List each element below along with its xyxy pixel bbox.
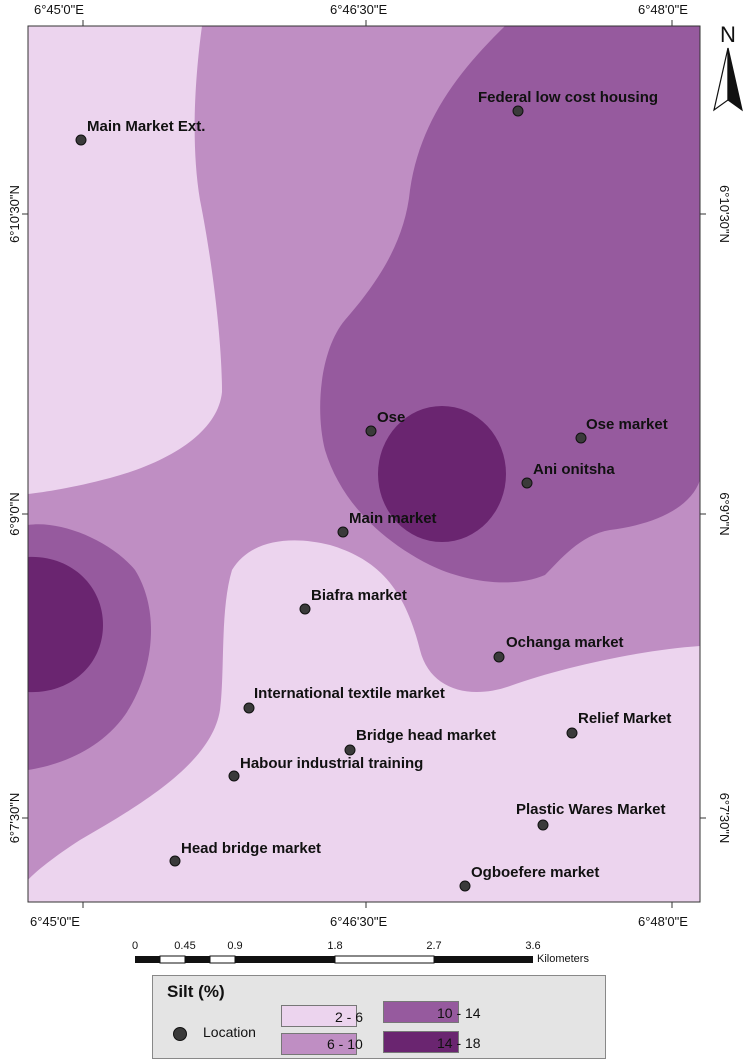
location-marker: [169, 855, 181, 867]
map-frame: [27, 25, 701, 903]
location-marker: [566, 727, 578, 739]
location-marker-icon: [173, 1027, 187, 1041]
scale-tick-36: 3.6: [525, 940, 540, 952]
location-label: Federal low cost housing: [478, 89, 658, 106]
scale-tick-09: 0.9: [227, 940, 242, 952]
location-relief-market: Relief Market: [566, 710, 671, 739]
legend-swatch-10-14: [383, 1001, 459, 1023]
coord-bottom-3: 6°48'0"E: [638, 914, 688, 929]
coord-left-3: 6°7'30"N: [7, 793, 22, 844]
location-marker: [75, 134, 87, 146]
zone-14-18-west: [28, 556, 103, 693]
location-head-bridge-market: Head bridge market: [169, 840, 321, 867]
coord-right-1: 6°10'30"N: [717, 185, 732, 243]
location-marker: [537, 819, 549, 831]
zone-2-6-south: [28, 540, 700, 902]
location-points: Federal low cost housing Main Market Ext…: [75, 89, 671, 892]
location-marker: [521, 477, 533, 489]
location-label: Ochanga market: [506, 634, 624, 651]
location-label: Ani onitsha: [533, 461, 615, 478]
location-label: Main Market Ext.: [87, 118, 205, 135]
location-label: Main market: [349, 510, 437, 527]
coord-top-3: 6°48'0"E: [638, 2, 688, 17]
legend-label-10-14: 10 - 14: [437, 1005, 481, 1021]
location-marker: [344, 744, 356, 756]
location-marker: [243, 702, 255, 714]
location-international-textile-market: International textile market: [243, 685, 445, 714]
scale-tick-045: 0.45: [174, 940, 195, 952]
coord-bottom-1: 6°45'0"E: [30, 914, 80, 929]
coord-top-1: 6°45'0"E: [34, 2, 84, 17]
legend-label-2-6: 2 - 6: [335, 1009, 364, 1025]
location-marker: [512, 105, 524, 117]
location-label: Habour industrial training: [240, 755, 423, 772]
location-main-market: Main market: [337, 510, 437, 538]
scale-tick-27: 2.7: [426, 940, 441, 952]
location-federal-low-cost-housing: Federal low cost housing: [478, 89, 658, 117]
coord-left-2: 6°9'0"N: [7, 492, 22, 535]
location-label: Plastic Wares Market: [516, 801, 666, 818]
location-marker: [575, 432, 587, 444]
north-label: N: [720, 22, 736, 47]
legend-label-6-10: 6 - 10: [327, 1036, 363, 1052]
legend: Silt (%) Location 2 - 6 6 - 10 10 - 14 1…: [152, 975, 606, 1059]
location-label: Biafra market: [311, 587, 407, 604]
north-arrow-icon: [713, 47, 743, 112]
silt-zones: [28, 26, 700, 902]
scale-unit: Kilometers: [537, 953, 589, 965]
location-bridge-head-market: Bridge head market: [344, 727, 496, 756]
frame-ticks: [22, 20, 706, 908]
location-ose: Ose: [365, 409, 405, 437]
location-plastic-wares-market: Plastic Wares Market: [516, 801, 666, 831]
legend-label-14-18: 14 - 18: [437, 1035, 481, 1051]
scale-bar: 0 0.45 0.9 1.8 2.7 3.6 Kilometers: [132, 940, 590, 965]
legend-location-label: Location: [203, 1024, 256, 1040]
zone-2-6-northwest: [28, 26, 222, 494]
legend-title: Silt (%): [167, 982, 225, 1001]
coord-left-1: 6°10'30"N: [7, 185, 22, 243]
scale-tick-0: 0: [132, 940, 138, 952]
location-main-market-ext: Main Market Ext.: [75, 118, 205, 146]
location-label: Ose: [377, 409, 405, 426]
coord-right-2: 6°9'0"N: [717, 492, 732, 535]
location-marker: [493, 651, 505, 663]
location-ogboefere-market: Ogboefere market: [459, 864, 599, 892]
location-label: Bridge head market: [356, 727, 496, 744]
coord-top-2: 6°46'30"E: [330, 2, 387, 17]
location-habour-industrial-training: Habour industrial training: [228, 755, 423, 782]
legend-swatch-6-10: [281, 1033, 357, 1055]
location-ani-onitsha: Ani onitsha: [521, 461, 615, 489]
location-label: Ogboefere market: [471, 864, 599, 881]
location-marker: [337, 526, 349, 538]
legend-swatch-2-6: [281, 1005, 357, 1027]
location-label: International textile market: [254, 685, 445, 702]
location-marker: [228, 770, 240, 782]
coord-right-3: 6°7'30"N: [717, 793, 732, 844]
scale-tick-18: 1.8: [327, 940, 342, 952]
location-label: Ose market: [586, 416, 668, 433]
location-marker: [365, 425, 377, 437]
location-biafra-market: Biafra market: [299, 587, 407, 615]
zone-14-18-center: [378, 406, 506, 542]
location-ochanga-market: Ochanga market: [493, 634, 624, 663]
location-marker: [299, 603, 311, 615]
location-marker: [459, 880, 471, 892]
location-ose-market: Ose market: [575, 416, 668, 444]
coord-bottom-2: 6°46'30"E: [330, 914, 387, 929]
legend-swatch-14-18: [383, 1031, 459, 1053]
location-label: Relief Market: [578, 710, 671, 727]
location-label: Head bridge market: [181, 840, 321, 857]
